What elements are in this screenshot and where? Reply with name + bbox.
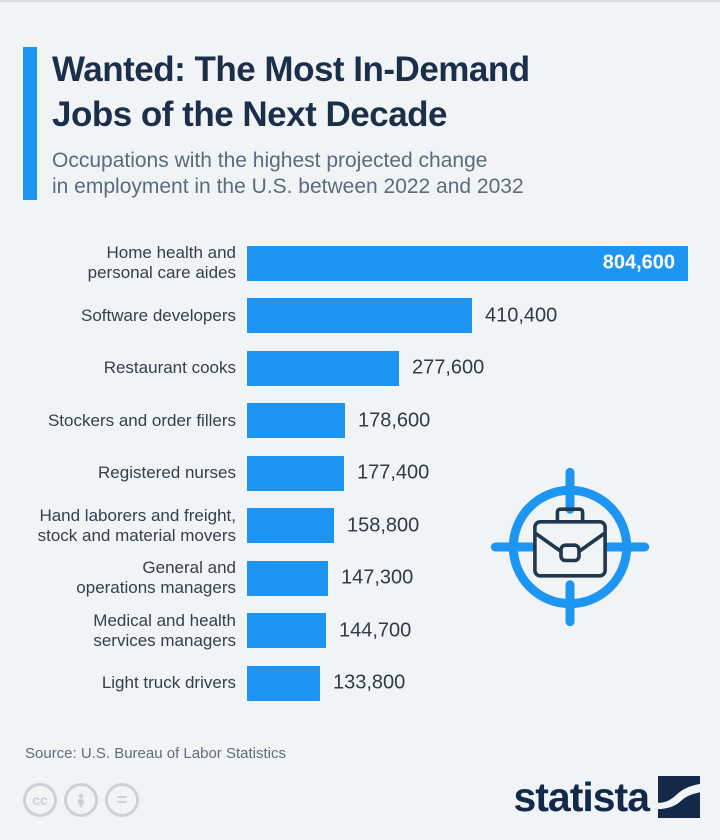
header-text: Wanted: The Most In-Demand Jobs of the N… [37, 47, 530, 200]
bar-value: 277,600 [412, 356, 485, 379]
subtitle-line-1: Occupations with the highest projected c… [52, 149, 488, 172]
cc-label: cc [32, 792, 48, 808]
bar [247, 665, 320, 701]
bar-label: General and operations managers [76, 558, 236, 598]
briefcase-target-icon [490, 467, 650, 627]
title-line-1: Wanted: The Most In-Demand [52, 50, 530, 89]
page-title: Wanted: The Most In-Demand Jobs of the N… [52, 47, 530, 137]
bar-label: Software developers [81, 305, 236, 325]
statista-wordmark: statista [513, 774, 650, 820]
bar-label: Hand laborers and freight, stock and mate… [37, 505, 236, 545]
chart-row: Medical and health services managers 144,… [23, 605, 697, 658]
bar-value: 144,700 [339, 619, 412, 642]
attribution-person-icon [64, 783, 98, 817]
bar-label: Medical and health services managers [93, 610, 236, 650]
bar [247, 560, 328, 596]
bar-label: Registered nurses [98, 463, 236, 483]
bar [247, 298, 472, 334]
bar-value: 804,600 [602, 251, 675, 274]
chart-row: Restaurant cooks 277,600 [23, 342, 697, 395]
bar: 804,600 [247, 245, 688, 281]
bar-area: 133,800 [247, 665, 697, 701]
bar-value: 178,600 [358, 409, 431, 432]
bar-value: 177,400 [357, 461, 430, 484]
chart-row: Software developers 410,400 [23, 290, 697, 343]
license-icons: cc = [23, 783, 139, 817]
bar-value: 410,400 [485, 304, 558, 327]
chart-row: Home health and personal care aides 804,6… [23, 237, 697, 290]
chart-row: General and operations managers 147,300 [23, 552, 697, 605]
bar-area: 277,600 [247, 350, 697, 386]
statista-logo-mark [658, 776, 700, 818]
bar-area: 158,800 [247, 508, 697, 544]
bar-area: 410,400 [247, 298, 697, 334]
subtitle-line-2: in employment in the U.S. between 2022 a… [52, 175, 524, 198]
bar-area: 178,600 [247, 403, 697, 439]
bar [247, 508, 334, 544]
bar-area: 177,400 [247, 455, 697, 491]
bar [247, 350, 399, 386]
bar-area: 147,300 [247, 560, 697, 596]
bar-chart: Home health and personal care aides 804,6… [23, 237, 697, 710]
bar [247, 403, 345, 439]
statista-logo: statista [513, 774, 700, 820]
bar [247, 613, 326, 649]
header: Wanted: The Most In-Demand Jobs of the N… [23, 47, 530, 200]
bar [247, 455, 344, 491]
cc-icon: cc [23, 783, 57, 817]
bar-label: Light truck drivers [101, 673, 236, 693]
source-note: Source: U.S. Bureau of Labor Statistics [25, 745, 286, 762]
page-subtitle: Occupations with the highest projected c… [52, 148, 530, 200]
bar-value: 147,300 [341, 566, 414, 589]
bar-area: 804,600 [247, 245, 697, 281]
equals-icon: = [105, 783, 139, 817]
bar-label: Home health and personal care aides [87, 243, 236, 283]
bar-area: 144,700 [247, 613, 697, 649]
chart-row: Registered nurses 177,400 [23, 447, 697, 500]
title-accent-bar [23, 47, 37, 200]
bar-label: Restaurant cooks [103, 358, 236, 378]
title-line-2: Jobs of the Next Decade [52, 95, 447, 134]
chart-row: Light truck drivers 133,800 [23, 657, 697, 710]
equals-label: = [116, 789, 128, 810]
chart-row: Hand laborers and freight, stock and mate… [23, 500, 697, 553]
bar-value: 133,800 [333, 671, 406, 694]
chart-row: Stockers and order fillers 178,600 [23, 395, 697, 448]
bar-value: 158,800 [347, 514, 420, 537]
bar-label: Stockers and order fillers [47, 410, 236, 430]
